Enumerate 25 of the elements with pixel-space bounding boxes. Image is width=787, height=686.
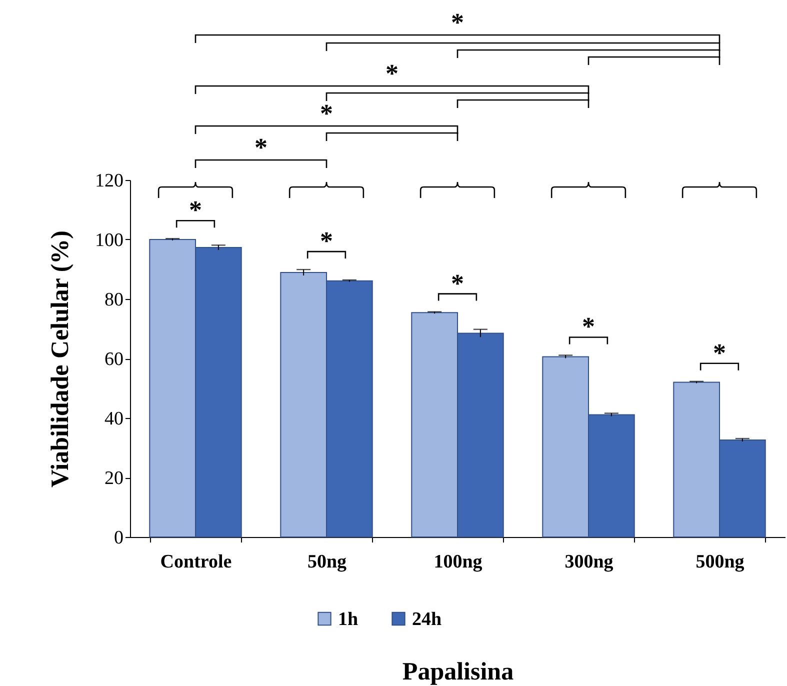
x-tick-label: 100ng	[434, 552, 483, 572]
x-tick-label: 300ng	[564, 552, 614, 572]
y-tick-label: 80	[104, 290, 124, 310]
text: *	[386, 59, 398, 88]
y-axis-title: Viabilidade Celular (%)	[47, 230, 74, 488]
legend-label: 1h	[338, 608, 358, 630]
annotation: *	[189, 196, 202, 225]
text: *	[254, 133, 268, 162]
annotation: *	[320, 226, 333, 256]
legend-label: 24h	[412, 608, 442, 630]
text: *	[451, 8, 464, 37]
y-tick-label: 100	[95, 230, 124, 251]
y-tick-label: 20	[104, 468, 124, 489]
y-tick-label: 60	[104, 349, 124, 370]
x-axis-title: Papalisina	[402, 658, 514, 686]
annotation: *	[713, 338, 726, 368]
x-tick-label: 500ng	[696, 552, 745, 572]
annotation: *	[582, 312, 595, 342]
y-tick-label: 40	[104, 408, 124, 430]
annotation: *	[451, 268, 464, 298]
x-tick-label: 50ng	[307, 552, 348, 572]
x-tick-label: Controle	[160, 552, 232, 572]
text: *	[320, 99, 333, 128]
y-tick-label: 120	[95, 170, 124, 192]
y-tick-label: 0	[114, 528, 124, 548]
